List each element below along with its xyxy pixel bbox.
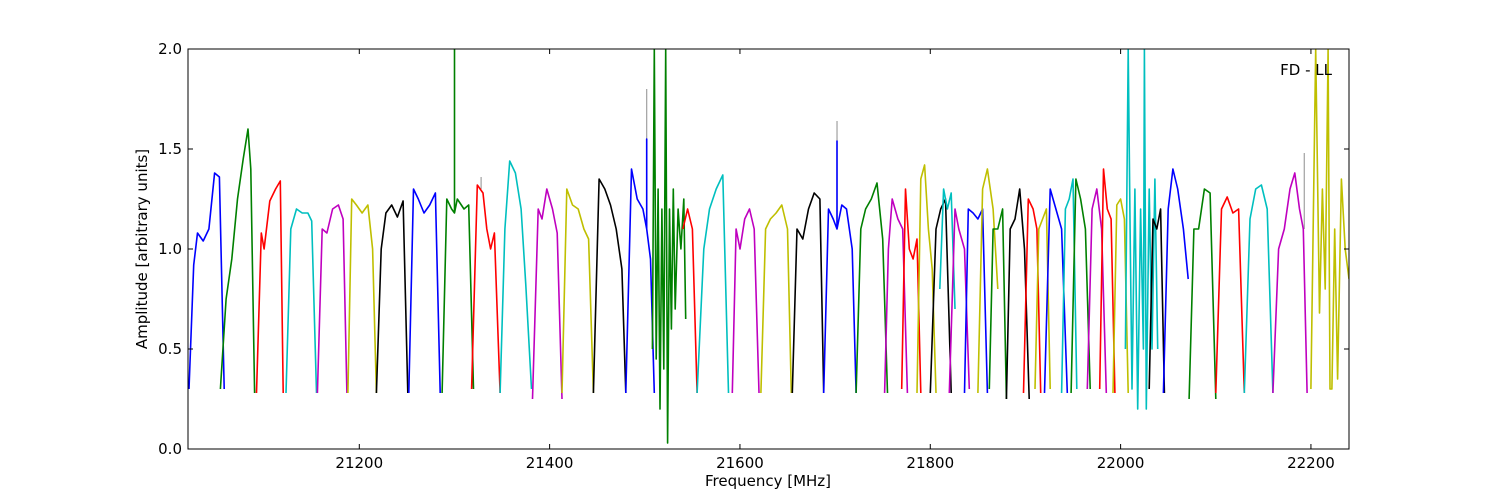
series-line-44 <box>1188 188 1217 400</box>
series-line-3 <box>285 208 318 394</box>
plot-area-background <box>188 49 1349 449</box>
y-tick-label: 1.5 <box>158 140 182 158</box>
series-line-1 <box>219 128 256 394</box>
series-line-39 <box>1098 168 1116 394</box>
y-tick-label: 1.0 <box>158 240 182 258</box>
series-line-10 <box>499 160 533 394</box>
data-lines-group <box>188 49 1349 444</box>
series-line-26 <box>929 198 952 394</box>
x-tick-label: 21200 <box>335 454 383 472</box>
series-line-7 <box>408 188 441 394</box>
series-line-4 <box>316 204 348 394</box>
series-line-27 <box>939 188 956 310</box>
series-line-14 <box>625 138 656 394</box>
series-line-22 <box>855 182 889 394</box>
series-line-13 <box>592 178 627 394</box>
series-line-0 <box>188 172 225 390</box>
series-line-43 <box>1162 168 1189 394</box>
series-line-32 <box>1005 188 1030 400</box>
x-tick-label: 21400 <box>526 454 574 472</box>
y-tick-label: 0.5 <box>158 340 182 358</box>
axes-group: 21200 21400 21600 21800 22000 22200 0.0 0.5 1.0 1… <box>158 40 1349 472</box>
series-line-46 <box>1243 184 1274 394</box>
series-line-8 <box>441 49 475 394</box>
series-line-25 <box>916 164 937 394</box>
series-line-24 <box>900 188 922 394</box>
chart-annotation: FD - LL <box>1280 61 1332 79</box>
series-line-37 <box>1070 178 1091 394</box>
series-line-12 <box>561 188 595 394</box>
y-tick-label: 2.0 <box>158 40 182 58</box>
x-tick-label: 22000 <box>1097 454 1145 472</box>
series-line-31 <box>988 208 1008 400</box>
x-tick-label: 21800 <box>906 454 954 472</box>
series-line-20 <box>791 192 825 394</box>
y-axis-label: Amplitude [arbitrary units] <box>133 149 151 349</box>
series-line-38 <box>1086 188 1108 394</box>
series-line-30 <box>977 168 999 394</box>
series-line-5 <box>347 198 378 394</box>
series-line-42 <box>1148 208 1166 394</box>
series-line-17 <box>696 174 730 394</box>
x-tick-label: 22200 <box>1287 454 1335 472</box>
series-line-21 <box>822 140 857 394</box>
x-axis-label: Frequency [MHz] <box>705 472 831 490</box>
x-tick-label: 21600 <box>716 454 764 472</box>
y-tick-label: 0.0 <box>158 440 182 458</box>
series-line-15 <box>651 49 687 444</box>
series-line-16 <box>682 208 698 394</box>
series-line-18 <box>731 208 760 394</box>
series-line-41 <box>1124 49 1159 410</box>
series-line-2 <box>255 180 284 394</box>
series-line-11 <box>531 188 563 400</box>
series-line-6 <box>375 200 409 394</box>
series-line-19 <box>760 204 793 394</box>
series-line-29 <box>963 208 989 394</box>
series-line-45 <box>1215 196 1246 394</box>
series-line-48 <box>1310 49 1349 390</box>
series-line-9 <box>470 184 501 394</box>
series-line-47 <box>1272 172 1308 394</box>
